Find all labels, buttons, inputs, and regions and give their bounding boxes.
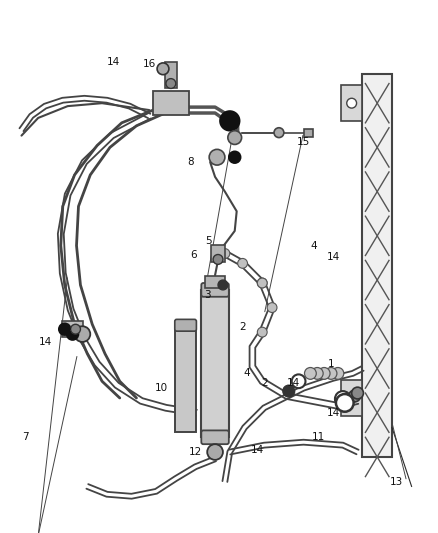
Text: 10: 10 <box>155 383 168 393</box>
Circle shape <box>311 368 323 379</box>
Circle shape <box>67 328 78 340</box>
Text: 14: 14 <box>251 445 264 455</box>
Text: 2: 2 <box>261 378 268 388</box>
Text: 14: 14 <box>287 378 300 388</box>
Text: 12: 12 <box>189 447 202 457</box>
Circle shape <box>292 374 305 388</box>
Circle shape <box>228 131 242 144</box>
Circle shape <box>218 280 228 290</box>
Bar <box>175 324 196 432</box>
Text: 2: 2 <box>239 322 246 332</box>
Circle shape <box>220 111 240 131</box>
Circle shape <box>229 151 240 163</box>
Circle shape <box>257 327 267 337</box>
Circle shape <box>257 278 267 288</box>
Circle shape <box>332 368 344 379</box>
Circle shape <box>304 368 316 379</box>
Circle shape <box>349 390 360 402</box>
Text: 6: 6 <box>190 251 197 261</box>
Circle shape <box>59 324 71 335</box>
Bar <box>341 380 363 416</box>
Circle shape <box>220 248 230 259</box>
Circle shape <box>274 128 284 138</box>
Bar <box>363 74 392 457</box>
Text: 14: 14 <box>326 408 339 418</box>
Circle shape <box>157 63 169 75</box>
Text: 14: 14 <box>39 337 52 347</box>
Text: 5: 5 <box>205 236 212 246</box>
FancyBboxPatch shape <box>201 431 229 444</box>
Text: 1: 1 <box>328 359 334 369</box>
Circle shape <box>336 394 353 411</box>
Bar <box>165 62 177 88</box>
Text: 3: 3 <box>204 290 211 300</box>
Circle shape <box>325 368 337 379</box>
Bar <box>341 85 363 121</box>
Circle shape <box>335 391 351 407</box>
Circle shape <box>352 387 364 399</box>
Text: 13: 13 <box>390 477 403 487</box>
Text: 7: 7 <box>22 432 29 442</box>
Text: 16: 16 <box>143 59 156 69</box>
Circle shape <box>238 259 247 268</box>
Text: 4: 4 <box>310 241 317 251</box>
Circle shape <box>166 78 176 88</box>
Bar <box>205 276 225 288</box>
Circle shape <box>283 385 295 397</box>
Circle shape <box>207 444 223 460</box>
Bar <box>211 245 225 262</box>
Circle shape <box>347 98 357 108</box>
Circle shape <box>213 255 223 264</box>
Circle shape <box>257 278 267 288</box>
Text: 15: 15 <box>297 138 310 148</box>
Circle shape <box>209 149 225 165</box>
Circle shape <box>347 393 357 403</box>
Text: 8: 8 <box>64 327 71 337</box>
Bar <box>62 321 83 337</box>
Circle shape <box>318 368 330 379</box>
FancyBboxPatch shape <box>175 319 196 331</box>
Bar <box>153 91 188 115</box>
Text: 11: 11 <box>311 432 325 442</box>
Circle shape <box>74 326 90 342</box>
Text: 4: 4 <box>243 368 250 378</box>
Text: 8: 8 <box>187 157 194 167</box>
FancyBboxPatch shape <box>201 283 229 297</box>
Bar <box>201 290 229 437</box>
Circle shape <box>71 324 81 334</box>
Circle shape <box>267 303 277 312</box>
Text: 14: 14 <box>107 57 120 67</box>
Bar <box>304 129 313 136</box>
Text: 14: 14 <box>326 253 339 262</box>
Text: 9: 9 <box>226 123 233 133</box>
